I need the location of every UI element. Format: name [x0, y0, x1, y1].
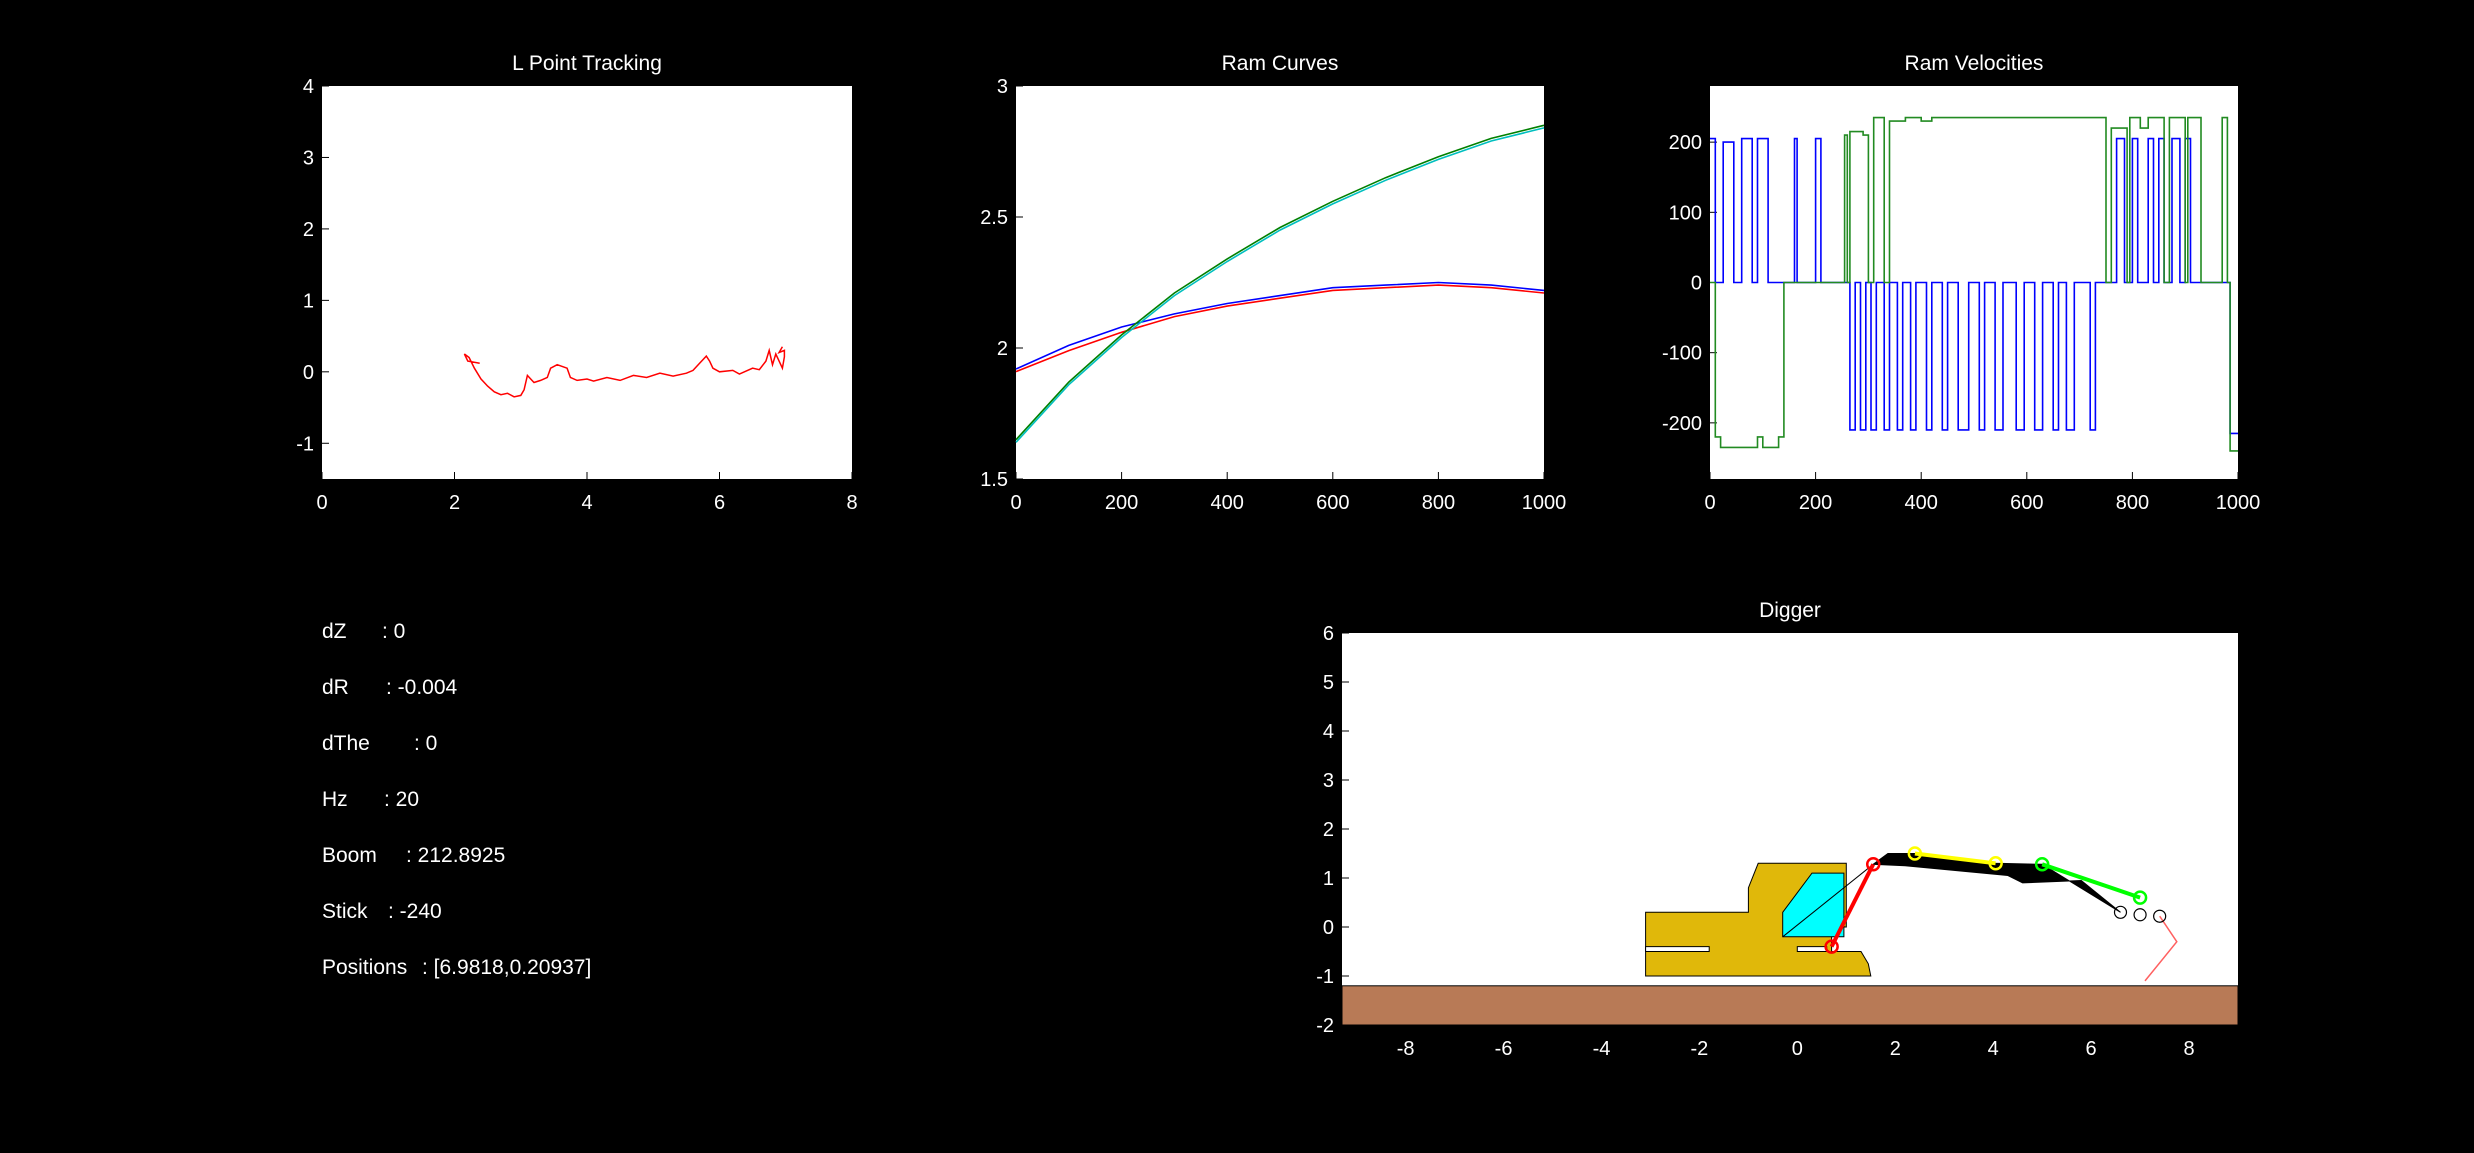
digger-ytick-label: 3	[1323, 770, 1334, 792]
ram_curves-ytick-label: 2.5	[980, 207, 1008, 229]
ram_velocities-xtick-label: 400	[1905, 492, 1938, 514]
digger-bucket-joint	[2034, 857, 2050, 872]
ram_velocities-ytick-label: -100	[1662, 343, 1702, 365]
digger-xtick-label: 2	[1890, 1038, 1901, 1060]
ram-curve-series-3	[1015, 127, 1545, 443]
digger-xtick-label: 6	[2086, 1038, 2097, 1060]
digger-xtick-label: 8	[2183, 1038, 2194, 1060]
ram_velocities-xtick-label: 600	[2010, 492, 2043, 514]
ram_velocities-ytick-label: 100	[1669, 202, 1702, 224]
ram-velocities-axes: Ram Velocities 0 200 400 600 800 1000 -200 -100 0…	[1662, 52, 2260, 514]
readout-positions: Positions: [6.9818,0.20937]	[322, 956, 592, 979]
readout-dthe: dThe: 0	[322, 732, 438, 755]
ram_curves-ytick-label: 2	[997, 338, 1008, 360]
ram-curve-series-2	[1015, 281, 1545, 370]
tracking-plot-area	[322, 86, 852, 479]
digger-ytick-label: 0	[1323, 917, 1334, 939]
ram_curves-xtick-label: 800	[1422, 492, 1455, 514]
ram_velocities-xtick-label: 0	[1704, 492, 1715, 514]
digger-ytick-label: -2	[1316, 1015, 1334, 1037]
ram_velocities-xtick-label: 800	[2116, 492, 2149, 514]
readout-dr: dR: -0.004	[322, 676, 458, 699]
ram_velocities-ytick-label: -200	[1662, 413, 1702, 435]
digger-track-slot	[1796, 946, 1828, 952]
digger-track-slot	[1645, 946, 1710, 952]
tracking-ytick-label: 1	[303, 290, 314, 312]
tracking-path-line	[463, 346, 786, 398]
tracking-axes: L Point Tracking 0 2 4 6 8 -1 0 1 2 3 4	[296, 52, 857, 514]
ram_velocities-ytick-label: 0	[1691, 273, 1702, 295]
ram_velocities-ytick-label: 200	[1669, 132, 1702, 154]
ram_curves-xtick-label: 0	[1010, 492, 1021, 514]
tracking-ytick-label: -1	[296, 433, 314, 455]
ram-curve-series-1	[1015, 284, 1545, 373]
ram_curves-plot-area	[1016, 86, 1544, 479]
digger-xtick-label: -6	[1495, 1038, 1513, 1060]
digger-ytick-label: 1	[1323, 868, 1334, 890]
ram-velocity-series-2	[1710, 116, 2238, 452]
tracking-xtick-label: 0	[316, 492, 327, 514]
digger-ytick-label: -1	[1316, 966, 1334, 988]
tracking-ytick-label: 2	[303, 219, 314, 241]
digger-xtick-label: -2	[1691, 1038, 1709, 1060]
readout-hz: Hz: 20	[322, 788, 420, 811]
digger-ground	[1341, 985, 2239, 1026]
readout-stick: Stick: -240	[322, 900, 442, 923]
digger-bucket-pivot	[2153, 909, 2167, 923]
tracking-ytick-label: 0	[303, 362, 314, 384]
digger-ytick-label: 6	[1323, 623, 1334, 645]
digger-ytick-label: 2	[1323, 819, 1334, 841]
digger-boom-ram	[1829, 863, 1875, 948]
tracking-ytick-label: 3	[303, 147, 314, 169]
ram-curve-series-4	[1015, 124, 1545, 441]
digger-axes: Digger -8 -6 -4 -2 0 2 4 6 8 -2 -1 0 1 2 3 4 5 6	[1316, 599, 2239, 1060]
digger-bucket-pivot	[2113, 905, 2128, 919]
digger-xtick-label: -4	[1593, 1038, 1611, 1060]
ram_curves-xtick-label: 600	[1316, 492, 1349, 514]
digger-bucket	[2144, 915, 2178, 982]
ram_velocities-title: Ram Velocities	[1905, 52, 2044, 75]
ram_velocities-xtick-label: 200	[1799, 492, 1832, 514]
digger-xtick-label: -8	[1397, 1038, 1415, 1060]
digger-bucket-pivot	[2133, 908, 2147, 922]
tracking-xtick-label: 4	[581, 492, 592, 514]
digger-ytick-label: 5	[1323, 672, 1334, 694]
digger-boom-joint	[1865, 857, 1881, 872]
digger-cab	[1782, 872, 1845, 938]
ram-curves-axes: Ram Curves 0 200 400 600 800 1000 1.5 2 2.5 3	[980, 52, 1566, 514]
ram_curves-title: Ram Curves	[1222, 52, 1339, 75]
digger-xtick-label: 4	[1988, 1038, 1999, 1060]
digger-stick-ram	[1914, 851, 1996, 866]
tracking-xtick-label: 2	[449, 492, 460, 514]
ram_curves-xtick-label: 200	[1105, 492, 1138, 514]
digger-title: Digger	[1759, 599, 1821, 622]
digger-bucket-ram	[2041, 862, 2141, 900]
ram_curves-ytick-label: 3	[997, 76, 1008, 98]
tracking-ytick-label: 4	[303, 76, 314, 98]
ram_curves-ytick-label: 1.5	[980, 469, 1008, 491]
digger-arm-linkage	[1871, 853, 2121, 913]
digger-xtick-label: 0	[1792, 1038, 1803, 1060]
digger-boom-joint	[1824, 939, 1839, 954]
ram_velocities-xtick-label: 1000	[2216, 492, 2261, 514]
digger-stick-joint	[1988, 856, 2003, 871]
digger-bucket-joint	[2132, 890, 2148, 905]
tracking-xtick-label: 8	[846, 492, 857, 514]
ram_curves-xtick-label: 1000	[1522, 492, 1567, 514]
digger-cab-link-line	[1782, 863, 1874, 938]
readout-boom: Boom: 212.8925	[322, 844, 506, 867]
readout-dz: dZ: 0	[322, 620, 406, 643]
digger-stick-joint	[1907, 846, 1923, 861]
ram_curves-xtick-label: 400	[1211, 492, 1244, 514]
tracking-xtick-label: 6	[714, 492, 725, 514]
tracking-title: L Point Tracking	[512, 52, 662, 75]
digger-ytick-label: 4	[1323, 721, 1334, 743]
